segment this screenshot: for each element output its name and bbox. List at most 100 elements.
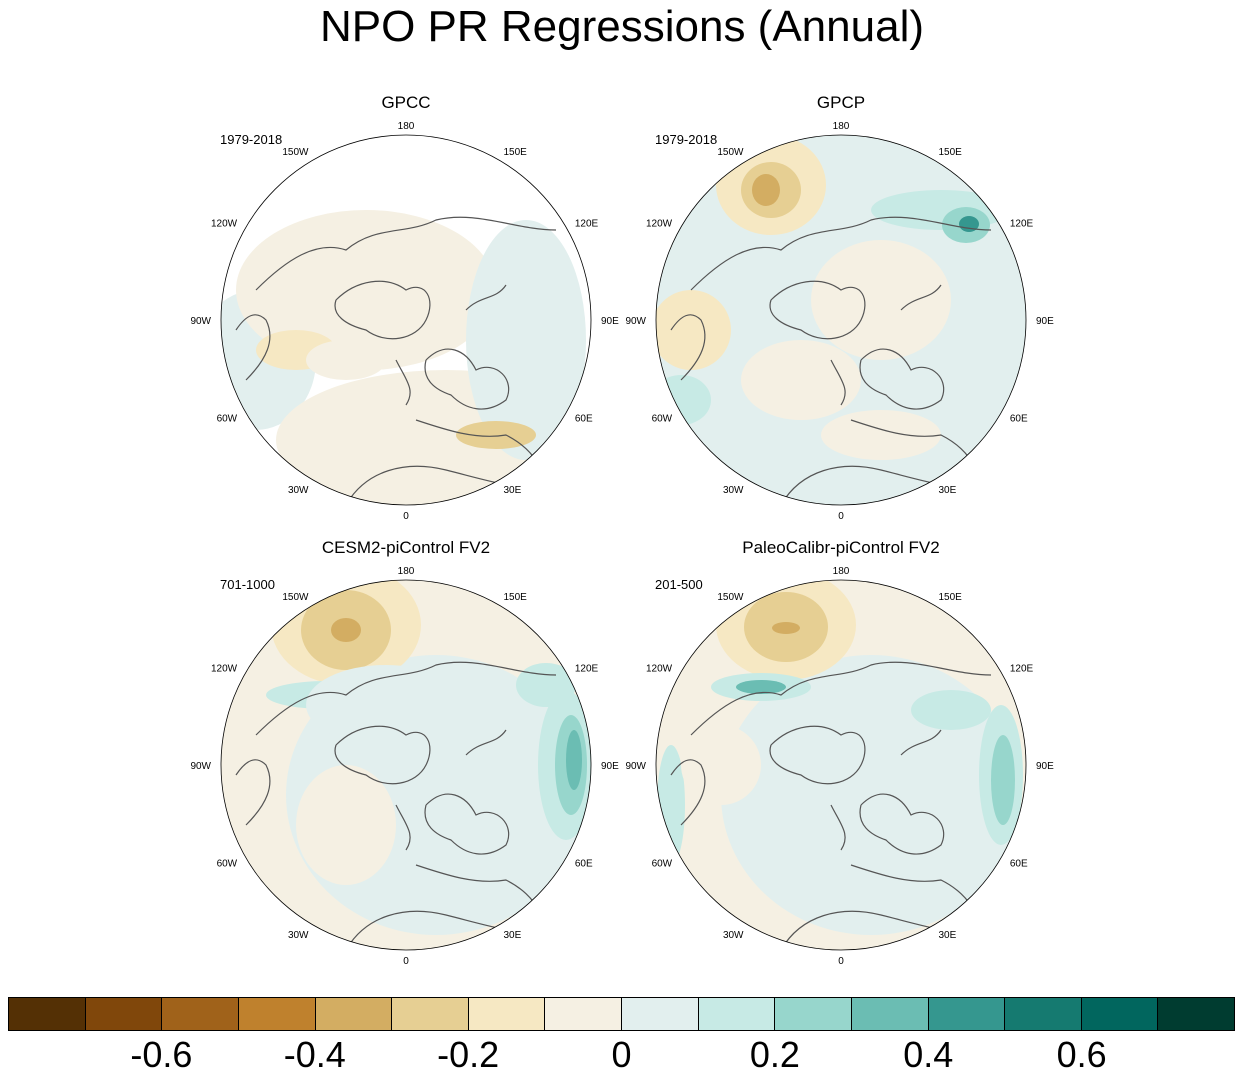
- longitude-label: 0: [838, 956, 844, 967]
- map-panel-4: PaleoCalibr-piControl FV2 201-500 180 0 150W…: [625, 538, 1054, 967]
- longitude-label: 90W: [625, 316, 646, 327]
- anomaly-contour: [331, 618, 361, 642]
- longitude-label: 0: [403, 511, 409, 522]
- anomaly-contour: [752, 174, 780, 206]
- longitude-label: 150E: [939, 592, 963, 603]
- anomaly-field: [221, 135, 591, 505]
- panel-title: GPCP: [817, 93, 865, 112]
- anomaly-contour: [656, 290, 731, 370]
- colorbar-box: [698, 998, 776, 1030]
- anomaly-contour: [236, 210, 496, 370]
- map-panel-2: GPCP 1979-2018 180 0 150W 120W 90W 60W 30W 150E 12…: [625, 93, 1054, 522]
- colorbar-tick-label: 0.2: [749, 1034, 800, 1075]
- longitude-label: 150W: [282, 147, 309, 158]
- map-boundary: [220, 134, 592, 506]
- longitude-label: 150E: [939, 147, 963, 158]
- colorbar-tick-label: -0.2: [437, 1034, 500, 1075]
- anomaly-contour: [681, 725, 761, 805]
- panel-period: 1979-2018: [655, 132, 717, 147]
- panel-title: GPCC: [381, 93, 430, 112]
- coastlines: [670, 661, 992, 950]
- anomaly-field: [221, 580, 591, 950]
- anomaly-contour: [991, 735, 1015, 825]
- longitude-label: 60E: [1010, 414, 1028, 425]
- anomaly-contour: [306, 665, 466, 745]
- colorbar-box: [1158, 998, 1234, 1030]
- anomaly-field: [656, 580, 1026, 950]
- longitude-label: 150W: [717, 147, 744, 158]
- anomaly-contour: [811, 240, 951, 360]
- colorbar-box: [622, 998, 699, 1030]
- colorbar-box: [775, 998, 852, 1030]
- longitude-label: 90W: [625, 761, 646, 772]
- longitude-label: 60W: [217, 859, 238, 870]
- longitude-label: 120E: [575, 664, 599, 675]
- longitude-label: 180: [833, 566, 850, 577]
- longitude-label: 90E: [601, 761, 619, 772]
- longitude-label: 60W: [652, 859, 673, 870]
- anomaly-contour: [772, 622, 800, 634]
- map-boundary: [655, 579, 1027, 951]
- longitude-label: 60W: [217, 414, 238, 425]
- anomaly-contour: [456, 421, 536, 449]
- longitude-label: 60W: [652, 414, 673, 425]
- longitude-label: 30W: [723, 485, 744, 496]
- anomaly-contour: [566, 730, 582, 790]
- longitude-label: 120W: [646, 664, 673, 675]
- longitude-label: 90E: [1036, 761, 1054, 772]
- longitude-label: 150E: [504, 592, 528, 603]
- colorbar-box: [851, 998, 929, 1030]
- anomaly-contour: [296, 765, 396, 885]
- anomaly-contour: [516, 663, 576, 707]
- colorbar: [8, 997, 1235, 1031]
- colorbar-box: [1081, 998, 1159, 1030]
- longitude-label: 30W: [288, 485, 309, 496]
- longitude-label: 180: [398, 566, 415, 577]
- colorbar-box: [468, 998, 546, 1030]
- longitude-label: 150W: [282, 592, 309, 603]
- anomaly-contour: [911, 690, 991, 730]
- colorbar-box: [238, 998, 316, 1030]
- longitude-label: 120W: [646, 219, 673, 230]
- colorbar-box: [545, 998, 622, 1030]
- longitude-label: 60E: [575, 859, 593, 870]
- longitude-label: 120E: [1010, 664, 1034, 675]
- longitude-label: 120W: [211, 664, 238, 675]
- panel-title: CESM2-piControl FV2: [322, 538, 490, 557]
- longitude-label: 90W: [190, 761, 211, 772]
- colorbar-tick-label: -0.4: [283, 1034, 346, 1075]
- anomaly-field: [656, 135, 1026, 505]
- anomaly-contour: [741, 340, 861, 420]
- colorbar-tick-label: 0.4: [903, 1034, 954, 1075]
- colorbar-box: [1005, 998, 1082, 1030]
- map-panel-1: GPCC 1979-2018 180 0 150W 120W 90W 60W 30W 150E 12…: [190, 93, 619, 522]
- longitude-label: 150W: [717, 592, 744, 603]
- longitude-label: 120E: [1010, 219, 1034, 230]
- longitude-label: 90E: [601, 316, 619, 327]
- longitude-label: 180: [833, 121, 850, 132]
- longitude-label: 120E: [575, 219, 599, 230]
- anomaly-contour: [306, 340, 386, 380]
- longitude-label: 90W: [190, 316, 211, 327]
- longitude-label: 30E: [504, 485, 522, 496]
- longitude-label: 60E: [575, 414, 593, 425]
- longitude-label: 30E: [939, 485, 957, 496]
- longitude-label: 30E: [504, 930, 522, 941]
- panel-title: PaleoCalibr-piControl FV2: [742, 538, 939, 557]
- panel-period: 201-500: [655, 577, 703, 592]
- longitude-label: 30W: [288, 930, 309, 941]
- anomaly-contour: [959, 216, 979, 232]
- colorbar-tick-label: 0: [611, 1034, 632, 1075]
- longitude-label: 0: [403, 956, 409, 967]
- longitude-label: 120W: [211, 219, 238, 230]
- longitude-label: 90E: [1036, 316, 1054, 327]
- longitude-label: 60E: [1010, 859, 1028, 870]
- longitude-label: 0: [838, 511, 844, 522]
- colorbar-box: [392, 998, 469, 1030]
- panel-period: 701-1000: [220, 577, 275, 592]
- panel-period: 1979-2018: [220, 132, 282, 147]
- longitude-label: 30E: [939, 930, 957, 941]
- colorbar-box: [315, 998, 393, 1030]
- colorbar-tick-label: 0.6: [1056, 1034, 1107, 1075]
- anomaly-contour: [736, 680, 786, 694]
